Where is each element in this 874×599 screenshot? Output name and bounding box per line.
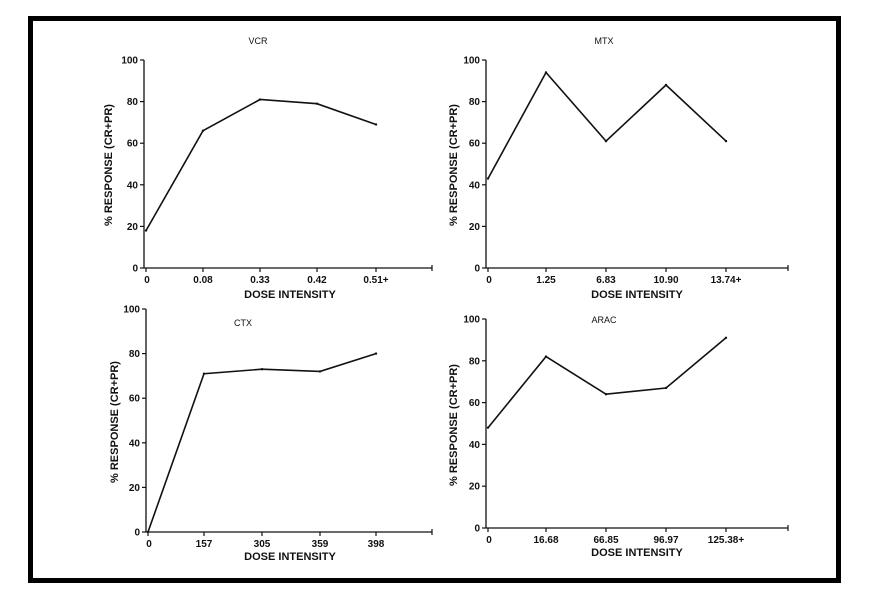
y-tick-label: 40 bbox=[469, 440, 481, 451]
data-point bbox=[664, 386, 668, 390]
x-axis-label: DOSE INTENSITY bbox=[244, 551, 336, 563]
y-tick-label: 40 bbox=[469, 180, 481, 191]
data-series bbox=[144, 98, 378, 232]
y-tick-label: 60 bbox=[129, 394, 141, 405]
data-point bbox=[374, 352, 378, 355]
x-tick-label: 0.33 bbox=[250, 275, 270, 286]
x-tick-label: 0 bbox=[146, 539, 152, 550]
x-tick-label: 305 bbox=[254, 539, 271, 550]
data-point bbox=[486, 426, 490, 429]
chart-title: MTX bbox=[595, 36, 614, 46]
data-point bbox=[315, 102, 319, 105]
data-point bbox=[604, 139, 608, 143]
data-point bbox=[724, 139, 728, 143]
y-tick-label: 0 bbox=[132, 264, 138, 275]
y-axis: 0 20 40 60 80 100 bbox=[463, 56, 487, 275]
y-axis-label: % RESPONSE (CR+PR) bbox=[103, 104, 115, 226]
y-axis-label: % RESPONSE (CR+PR) bbox=[109, 361, 121, 483]
x-tick-label: 0.51+ bbox=[363, 275, 388, 286]
data-point bbox=[318, 370, 322, 373]
chart-panel-vcr: VCR 0 20 40 60 80 100 0 0.08 0.33 0.42 0.51+ % RE… bbox=[103, 36, 433, 301]
y-tick-label: 100 bbox=[123, 305, 140, 316]
y-axis-label: % RESPONSE (CR+PR) bbox=[448, 104, 460, 226]
x-tick-label: 13.74+ bbox=[711, 275, 742, 286]
x-tick-label: 6.83 bbox=[596, 275, 616, 286]
chart-panel-mtx: MTX 0 20 40 60 80 100 0 1.25 6.83 10.90 13.74+ % … bbox=[448, 36, 789, 301]
x-tick-label: 359 bbox=[312, 539, 329, 550]
x-tick-label: 66.85 bbox=[593, 535, 618, 546]
data-series bbox=[486, 336, 728, 429]
y-tick-label: 60 bbox=[469, 398, 481, 409]
data-point bbox=[664, 83, 668, 87]
y-tick-label: 40 bbox=[129, 438, 141, 449]
y-tick-label: 20 bbox=[127, 222, 139, 233]
y-tick-label: 80 bbox=[469, 356, 481, 367]
y-axis-label: % RESPONSE (CR+PR) bbox=[448, 364, 460, 486]
x-axis: 0 16.68 66.85 96.97 125.38+ bbox=[486, 525, 789, 546]
chart-title: VCR bbox=[248, 36, 268, 46]
y-tick-label: 60 bbox=[127, 139, 139, 150]
data-point bbox=[544, 355, 548, 358]
y-tick-label: 0 bbox=[474, 524, 480, 535]
data-point bbox=[604, 393, 608, 396]
y-tick-label: 0 bbox=[474, 264, 480, 275]
y-tick-label: 80 bbox=[127, 97, 139, 108]
chart-title: CTX bbox=[234, 318, 252, 328]
y-tick-label: 80 bbox=[469, 97, 481, 108]
x-tick-label: 96.97 bbox=[653, 535, 678, 546]
data-series bbox=[486, 71, 728, 180]
data-point bbox=[202, 372, 206, 375]
y-axis: 0 20 40 60 80 100 bbox=[463, 315, 487, 535]
x-axis-label: DOSE INTENSITY bbox=[244, 289, 336, 301]
series-line bbox=[147, 352, 377, 533]
x-tick-label: 0 bbox=[486, 535, 492, 546]
x-tick-label: 157 bbox=[196, 539, 213, 550]
y-tick-label: 80 bbox=[129, 349, 141, 360]
x-axis: 0 0.08 0.33 0.42 0.51+ bbox=[144, 265, 433, 286]
y-tick-label: 100 bbox=[463, 315, 480, 326]
data-point bbox=[374, 123, 378, 126]
x-axis: 0 1.25 6.83 10.90 13.74+ bbox=[486, 265, 789, 286]
data-point bbox=[146, 530, 150, 534]
x-axis-label: DOSE INTENSITY bbox=[591, 547, 683, 559]
data-point bbox=[144, 229, 148, 232]
y-tick-label: 100 bbox=[121, 56, 138, 67]
series-line bbox=[487, 71, 727, 179]
chart-title: ARAC bbox=[591, 315, 617, 325]
x-tick-label: 398 bbox=[368, 539, 385, 550]
series-line bbox=[145, 98, 377, 231]
chart-panel-arac: ARAC 0 20 40 60 80 100 0 16.68 66.85 96.97 125.38… bbox=[448, 315, 789, 559]
x-tick-label: 10.90 bbox=[653, 275, 678, 286]
data-point bbox=[201, 129, 205, 132]
y-axis: 0 20 40 60 80 100 bbox=[123, 305, 147, 539]
data-point bbox=[544, 71, 548, 74]
data-point bbox=[260, 368, 264, 371]
x-axis: 0 157 305 359 398 bbox=[146, 529, 433, 550]
data-series bbox=[146, 352, 378, 534]
y-tick-label: 20 bbox=[469, 482, 481, 493]
data-point bbox=[724, 336, 728, 340]
x-axis-label: DOSE INTENSITY bbox=[591, 289, 683, 301]
x-tick-label: 0 bbox=[486, 275, 492, 286]
data-point bbox=[486, 177, 490, 180]
series-line bbox=[487, 337, 727, 429]
y-tick-label: 40 bbox=[127, 180, 139, 191]
x-tick-label: 16.68 bbox=[533, 535, 558, 546]
y-tick-label: 20 bbox=[129, 483, 141, 494]
x-tick-label: 0.08 bbox=[193, 275, 213, 286]
y-tick-label: 20 bbox=[469, 222, 481, 233]
y-axis: 0 20 40 60 80 100 bbox=[121, 56, 145, 275]
x-tick-label: 0 bbox=[144, 275, 150, 286]
y-tick-label: 60 bbox=[469, 139, 481, 150]
y-tick-label: 100 bbox=[463, 56, 480, 67]
x-tick-label: 1.25 bbox=[536, 275, 556, 286]
x-tick-label: 125.38+ bbox=[708, 535, 745, 546]
x-tick-label: 0.42 bbox=[307, 275, 327, 286]
data-point bbox=[258, 98, 262, 101]
y-tick-label: 0 bbox=[134, 528, 140, 539]
chart-panel-ctx: CTX 0 20 40 60 80 100 0 157 305 359 398 % RESPONS… bbox=[109, 305, 433, 563]
